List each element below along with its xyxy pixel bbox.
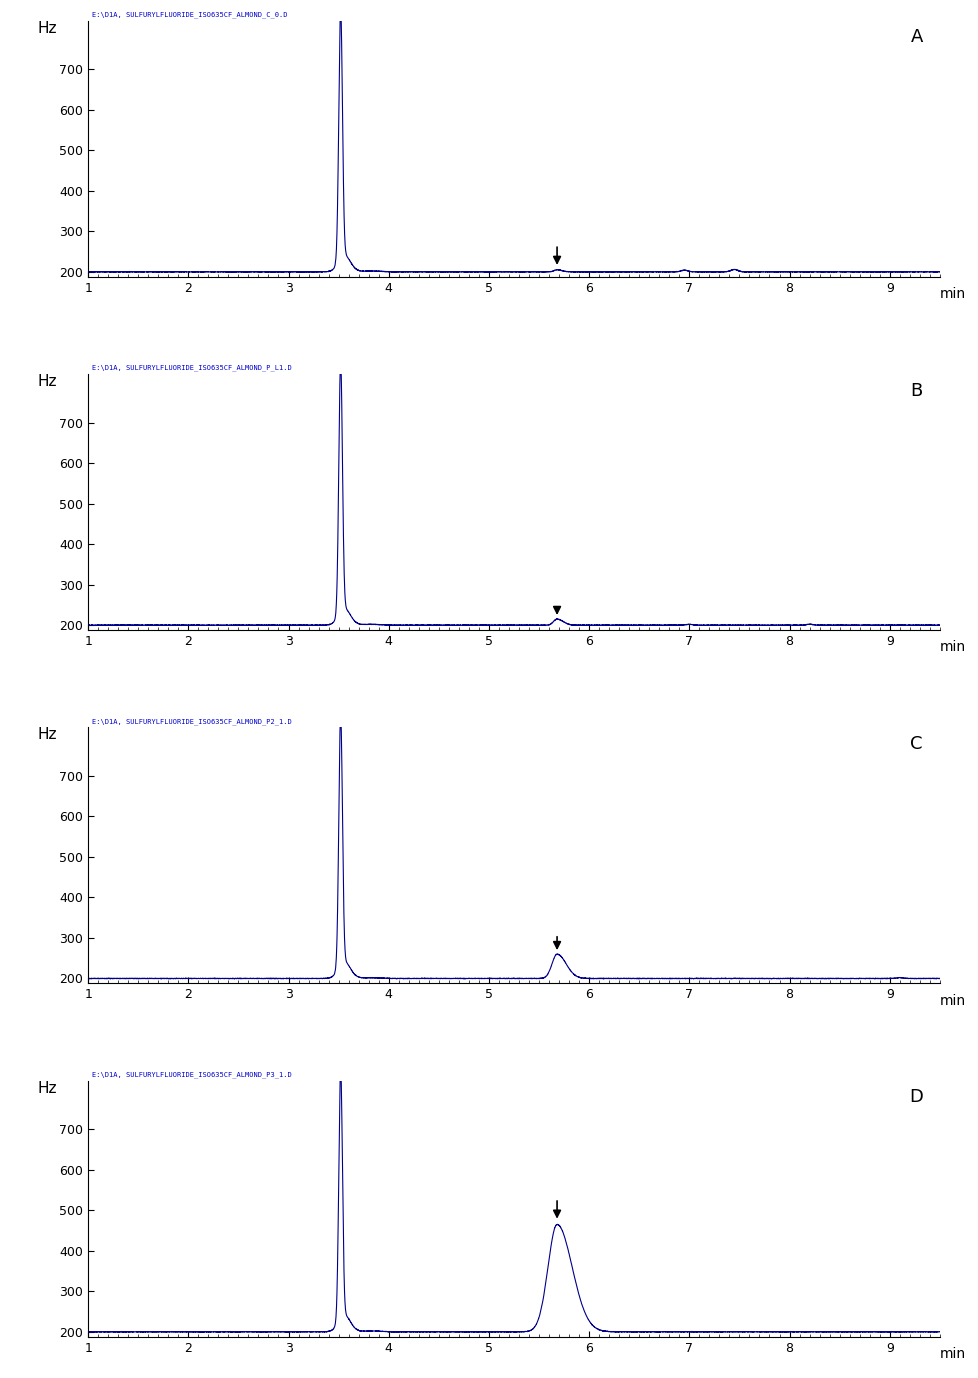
Text: E:\D1A, SULFURYLFLUORIDE_ISO635CF_ALMOND_P3_1.D: E:\D1A, SULFURYLFLUORIDE_ISO635CF_ALMOND… — [92, 1072, 291, 1078]
Text: A: A — [910, 29, 922, 47]
Text: min: min — [939, 1346, 965, 1361]
Text: E:\D1A, SULFURYLFLUORIDE_ISO635CF_ALMOND_P2_1.D: E:\D1A, SULFURYLFLUORIDE_ISO635CF_ALMOND… — [92, 718, 291, 725]
Text: min: min — [939, 641, 965, 655]
Text: C: C — [910, 734, 922, 752]
Text: E:\D1A, SULFURYLFLUORIDE_ISO635CF_ALMOND_P_L1.D: E:\D1A, SULFURYLFLUORIDE_ISO635CF_ALMOND… — [92, 365, 291, 372]
Text: Hz: Hz — [37, 1080, 57, 1096]
Text: Hz: Hz — [37, 21, 57, 36]
Text: D: D — [908, 1089, 922, 1107]
Text: Hz: Hz — [37, 373, 57, 389]
Text: E:\D1A, SULFURYLFLUORIDE_ISO635CF_ALMOND_C_0.D: E:\D1A, SULFURYLFLUORIDE_ISO635CF_ALMOND… — [92, 11, 288, 18]
Text: Hz: Hz — [37, 728, 57, 743]
Text: B: B — [910, 382, 922, 400]
Text: min: min — [939, 287, 965, 300]
Text: min: min — [939, 994, 965, 1007]
